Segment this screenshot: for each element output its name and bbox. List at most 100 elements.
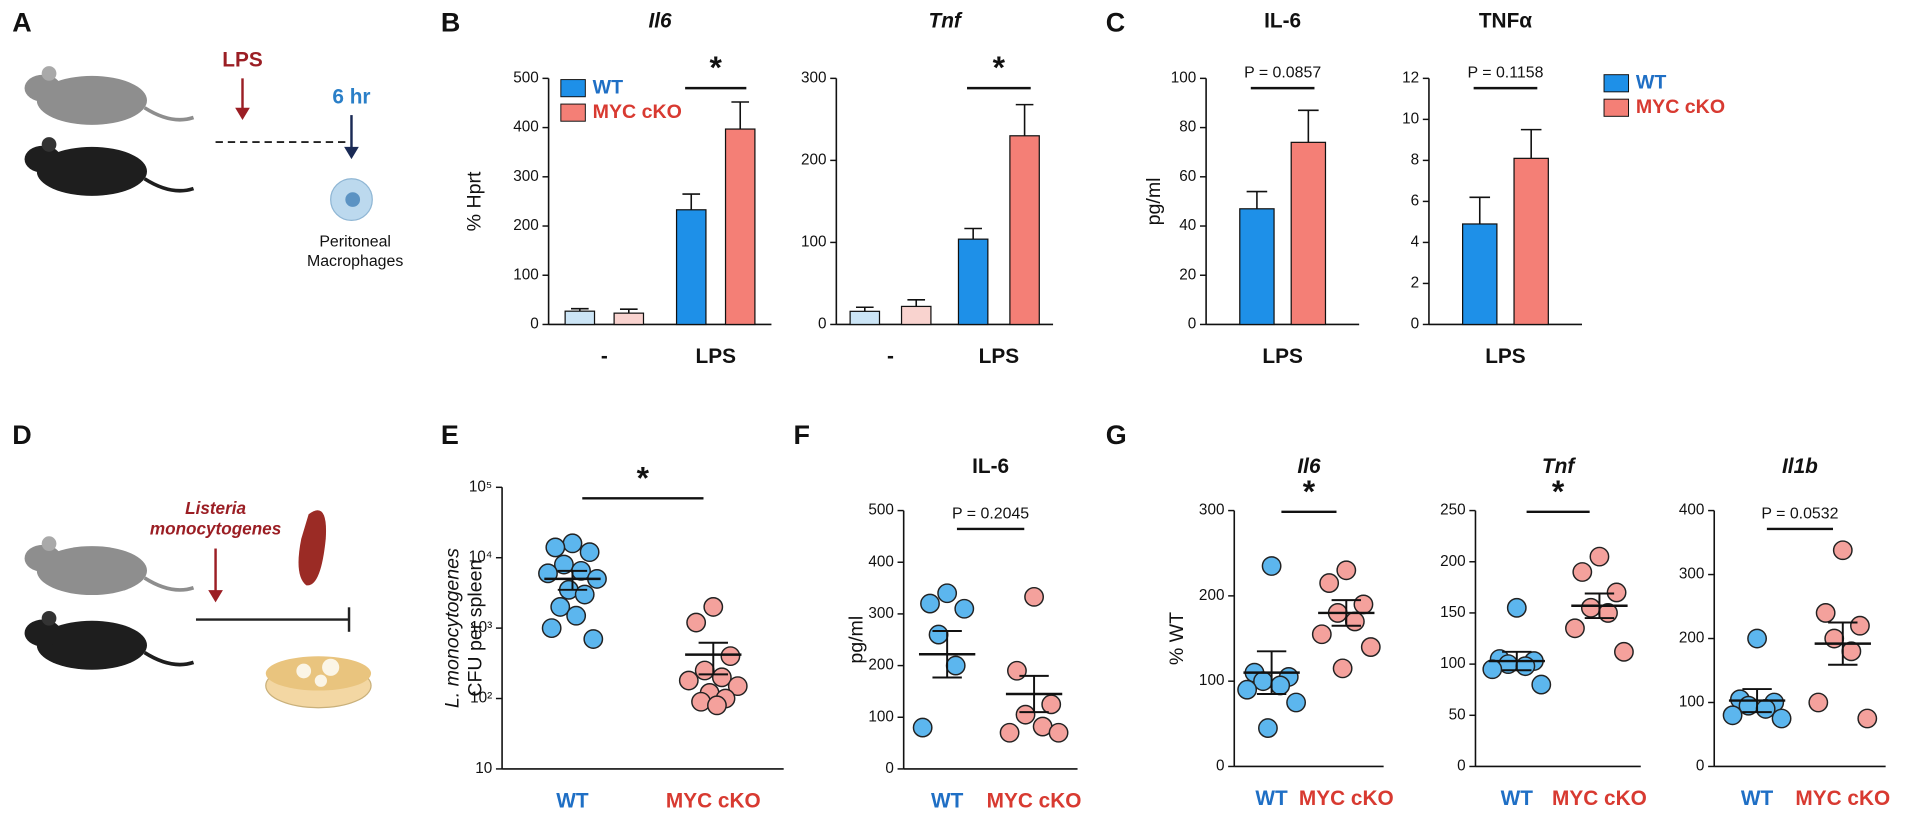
y-axis-label: % Hprt [463, 171, 485, 231]
petri-agar [265, 656, 372, 691]
data-point [1024, 586, 1044, 607]
y-tick-label: 150 [1440, 604, 1466, 621]
data-point [1353, 594, 1374, 615]
chart-title: IL-6 [972, 455, 1009, 478]
data-point [1808, 692, 1829, 713]
annotation: * [1552, 473, 1565, 509]
data-point [1614, 641, 1634, 662]
data-point [1360, 637, 1381, 657]
data-point [1565, 618, 1585, 639]
data-point [703, 597, 724, 617]
chart-title: Il1b [1782, 455, 1818, 478]
data-point [550, 597, 571, 617]
data-point [678, 670, 699, 691]
data-point [937, 583, 958, 604]
mouse-black [24, 610, 195, 670]
y-tick-label: 400 [513, 119, 539, 136]
y-tick-label: 100 [868, 708, 894, 725]
data-point [1857, 708, 1878, 729]
annotation: * [1303, 473, 1316, 509]
x-tick-label: - [601, 345, 608, 368]
macrophage-nucleus [345, 192, 361, 207]
data-point [1771, 708, 1792, 729]
diagram-d: Listeria monocytogenes [24, 498, 372, 709]
bar [724, 128, 756, 326]
y-tick-label: 250 [1440, 502, 1466, 519]
y-tick-label: 0 [1216, 758, 1225, 775]
panel-label: B [441, 8, 460, 38]
x-tick-label: WT [931, 789, 964, 812]
y-tick-label: 80 [1179, 119, 1196, 136]
bar [1009, 135, 1040, 326]
y-tick-label: 2 [1411, 274, 1420, 291]
data-point [566, 605, 587, 626]
data-point [1572, 562, 1593, 582]
data-point [954, 598, 975, 619]
y-axis-label: CFU per spleen [465, 560, 487, 697]
y-tick-label: 12 [1402, 69, 1419, 86]
cells-label: Macrophages [307, 253, 403, 270]
annotation: P = 0.1158 [1468, 65, 1544, 82]
y-tick-label: 100 [1199, 672, 1225, 689]
legend-label: MYC cKO [593, 101, 682, 123]
y-tick-label: 4 [1411, 233, 1420, 250]
y-tick-label: 100 [801, 233, 827, 250]
annotation: * [637, 459, 650, 495]
legend-label: MYC cKO [1636, 96, 1725, 118]
annotation: P = 0.0532 [1761, 505, 1838, 522]
y-tick-label: 0 [1696, 758, 1705, 775]
data-point [1815, 603, 1836, 623]
panel-label: F [793, 420, 809, 450]
data-point [1606, 582, 1627, 603]
data-point [1747, 628, 1768, 649]
data-point [1286, 692, 1307, 713]
y-tick-label: 0 [1188, 316, 1197, 333]
annotation: * [993, 49, 1006, 85]
data-point [686, 612, 707, 633]
panel-label: E [441, 420, 459, 450]
y-tick-label: 300 [513, 168, 539, 185]
y-tick-label: 0 [530, 316, 539, 333]
chart-title: IL-6 [1264, 10, 1301, 33]
y-tick-label: 200 [1199, 587, 1225, 604]
x-tick-label: MYC cKO [1552, 787, 1647, 810]
data-point [694, 660, 715, 681]
bar [613, 312, 645, 326]
legend-swatch [560, 103, 586, 122]
x-tick-label: MYC cKO [987, 789, 1082, 812]
time-label: 6 hr [332, 85, 370, 108]
data-point [1850, 615, 1870, 636]
data-point [1832, 540, 1853, 561]
y-tick-label: 10³ [470, 619, 492, 636]
y-tick-label: 300 [801, 69, 827, 86]
data-point [707, 695, 727, 716]
data-point [1824, 628, 1845, 649]
y-axis-label: pg/ml [845, 616, 867, 664]
x-tick-label: LPS [1485, 345, 1526, 368]
y-tick-label: 0 [885, 760, 894, 777]
data-point [574, 584, 595, 605]
diagram-a: LPS 6 hr Peritoneal Macrophages [24, 49, 403, 270]
chart-title: Il6 [648, 10, 672, 33]
panel-label: G [1106, 420, 1127, 450]
stimulus-label: LPS [222, 49, 263, 72]
data-point [1270, 675, 1291, 696]
y-tick-label: 400 [868, 553, 894, 570]
data-point [1041, 694, 1062, 715]
mouse-gray [24, 536, 195, 596]
mouse-gray [24, 66, 195, 125]
y-tick-label: 10⁴ [469, 549, 493, 566]
data-point [1531, 674, 1552, 695]
y-tick-label: 0 [1457, 758, 1466, 775]
data-point [583, 629, 604, 649]
y-tick-label: 400 [1679, 502, 1705, 519]
mouse-black [24, 137, 195, 196]
data-point [1237, 679, 1258, 700]
y-tick-label: 0 [818, 316, 827, 333]
y-tick-label: 60 [1179, 168, 1196, 185]
y-tick-label: 300 [1199, 502, 1225, 519]
data-point [545, 537, 566, 558]
y-tick-label: 100 [513, 266, 539, 283]
y-tick-label: 40 [1179, 217, 1196, 234]
